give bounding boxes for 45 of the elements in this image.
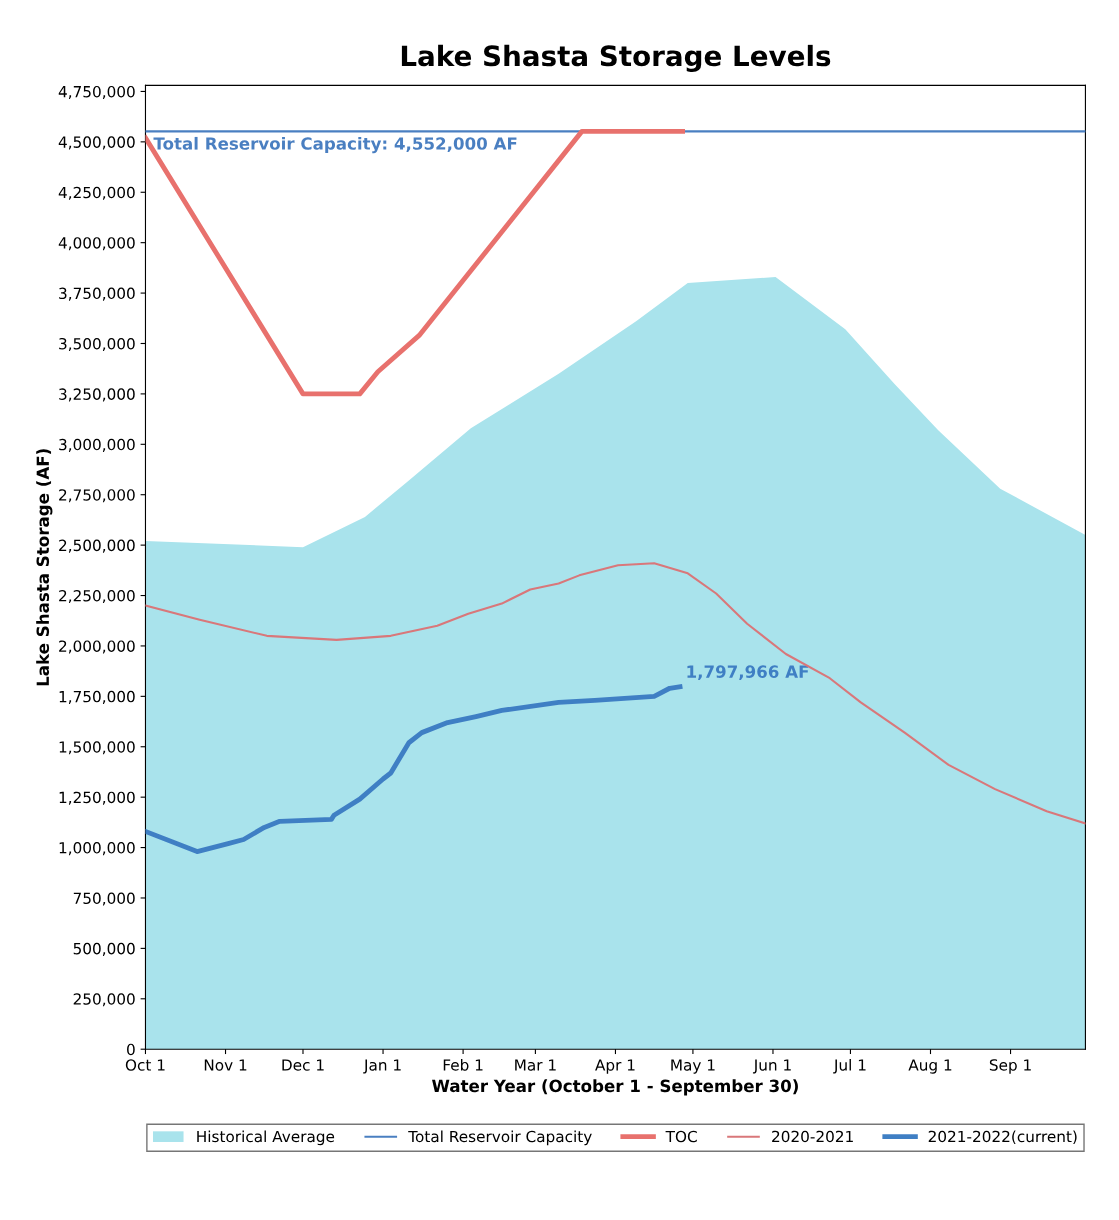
line-series	[145, 684, 683, 855]
y-tick-label: 4,500,000	[58, 136, 135, 150]
y-tick-label: 1,250,000	[59, 791, 135, 805]
y-tick-label: 0	[127, 1043, 135, 1056]
x-tick-label: Aug 1	[908, 1059, 952, 1074]
x-tick-label: Sep 1	[989, 1059, 1031, 1074]
x-tick-label: Jan 1	[363, 1059, 401, 1074]
y-tick-label: 1,750,000	[59, 690, 135, 704]
x-axis-title: Water Year (October 1 - September 30)	[432, 1079, 798, 1096]
legend-label: Historical Average	[197, 1130, 335, 1146]
y-tick-label: 2,250,000	[59, 589, 135, 604]
x-tick-label: Dec 1	[282, 1059, 324, 1071]
y-tick-label: 2,000,000	[59, 640, 135, 654]
y-tick-label: 500,000	[73, 942, 135, 956]
chart-title: Lake Shasta Storage Levels	[401, 44, 831, 72]
y-tick-label: 250,000	[73, 993, 135, 1007]
x-tick-label: May 1	[671, 1059, 715, 1074]
annotation: Total Reservoir Capacity: 4,552,000 AF	[153, 136, 517, 154]
y-tick-label: 1,000,000	[59, 842, 135, 856]
line-series	[145, 562, 1086, 825]
x-tick-label: Feb 1	[443, 1058, 483, 1071]
annotation: 1,797,966 AF	[687, 665, 809, 681]
y-tick-label: 3,250,000	[59, 388, 135, 402]
y-tick-label: 2,750,000	[59, 489, 135, 503]
legend-label: 2021-2022(current)	[928, 1130, 1077, 1145]
y-axis-title: Lake Shasta Storage (AF)	[36, 449, 53, 686]
x-tick-label: Apr 1	[595, 1059, 635, 1074]
y-tick-label: 3,500,000	[59, 337, 135, 352]
y-tick-label: 750,000	[73, 892, 135, 906]
y-tick-label: 4,750,000	[58, 85, 135, 100]
y-tick-label: 4,250,000	[58, 186, 135, 200]
legend-label: Total Reservoir Capacity	[408, 1130, 592, 1146]
x-tick-label: Jun 1	[752, 1059, 791, 1074]
y-tick-label: 3,000,000	[59, 438, 135, 452]
x-tick-label: Nov 1	[204, 1059, 247, 1071]
legend-label: TOC	[665, 1130, 697, 1143]
line-series	[145, 128, 686, 397]
y-tick-label: 2,500,000	[59, 539, 135, 553]
x-tick-label: Oct 1	[125, 1059, 165, 1071]
legend-label: 2020-2021	[772, 1130, 853, 1143]
x-tick-label: Jul 1	[833, 1058, 866, 1074]
y-tick-label: 3,750,000	[59, 287, 135, 301]
x-tick-label: Mar 1	[515, 1059, 556, 1071]
y-tick-label: 4,000,000	[58, 237, 135, 251]
y-tick-label: 1,500,000	[59, 741, 135, 755]
